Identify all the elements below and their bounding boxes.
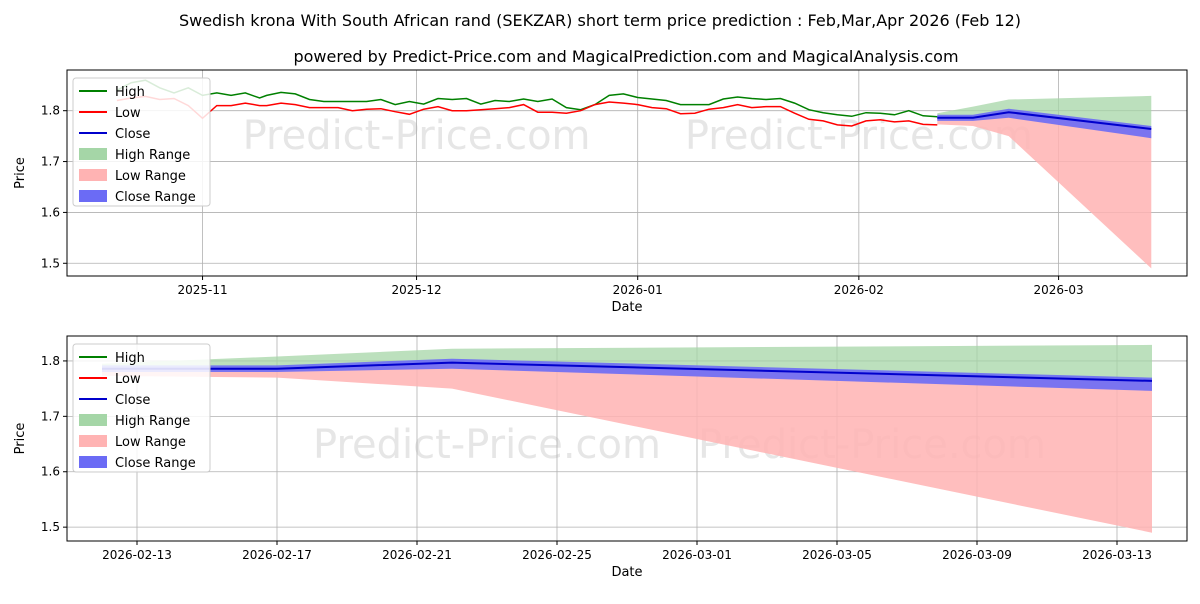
low-range-band (102, 362, 1152, 533)
x-tick-label: 2025-12 (391, 283, 441, 297)
y-tick-label: 1.5 (41, 520, 60, 534)
legend-box (72, 343, 211, 473)
x-axis: 2026-02-13 2026-02-17 2026-02-21 2026-02-25… (102, 541, 1152, 580)
plot-area (116, 79, 1152, 269)
x-axis-label: Date (611, 300, 642, 315)
x-tick-label: 2026-02-21 (382, 548, 452, 562)
x-tick-label: 2026-02-13 (102, 548, 172, 562)
legend-label: Low Range (115, 435, 186, 450)
y-tick-label: 1.7 (41, 409, 60, 423)
chart-subtitle: powered by Predict-Price.com and Magical… (293, 47, 958, 66)
legend-label: Close (115, 127, 150, 142)
x-tick-label: 2026-03-09 (942, 548, 1012, 562)
high-history-line (116, 79, 938, 118)
y-tick-label: 1.6 (41, 205, 60, 219)
close-range-band (937, 108, 1152, 139)
legend-label: Low (115, 106, 141, 121)
close-range-band (102, 358, 1152, 391)
x-tick-label: 2026-01 (613, 283, 663, 297)
legend-swatch (79, 414, 107, 426)
x-tick-label: 2026-03-05 (802, 548, 872, 562)
forecast-detail-chart: Predict-Price.comPredict-Price.com2026-0… (13, 335, 1188, 580)
y-tick-label: 1.8 (41, 354, 60, 368)
x-axis-label: Date (611, 565, 642, 580)
legend-label: Close (115, 393, 150, 408)
legend-box (72, 77, 211, 207)
x-tick-label: 2026-03 (1034, 283, 1084, 297)
y-tick-label: 1.7 (41, 155, 60, 169)
legend-label: High (115, 351, 145, 366)
chart-title: Swedish krona With South African rand (S… (179, 11, 1021, 30)
legend: High Low Close High Range Low Range Close Ran… (72, 77, 211, 207)
y-tick-label: 1.8 (41, 104, 60, 118)
x-tick-label: 2025-11 (177, 283, 227, 297)
overview-chart: Predict-Price.com Predict-Price.com2025-1… (13, 69, 1188, 315)
y-axis: 1.5 1.6 1.7 1.8 Price (13, 104, 67, 270)
plot-frame (66, 335, 1188, 542)
legend-label: High Range (115, 148, 190, 163)
watermark-text: Predict-Price.com (313, 422, 661, 468)
low-range-band (937, 112, 1152, 269)
y-tick-label: 1.6 (41, 465, 60, 479)
legend-label: High Range (115, 414, 190, 429)
y-axis: 1.5 1.6 1.7 1.8 Price (13, 354, 67, 534)
legend-label: Low Range (115, 169, 186, 184)
low-history-line (116, 95, 938, 127)
y-axis-label: Price (13, 157, 28, 189)
x-tick-label: 2026-02 (834, 283, 884, 297)
x-tick-label: 2026-03-13 (1082, 548, 1152, 562)
x-tick-label: 2026-02-25 (522, 548, 592, 562)
x-axis: 2025-11 2025-12 2026-01 2026-02 2026-03 Date (177, 276, 1084, 315)
legend-label: High (115, 85, 145, 100)
legend-label: Low (115, 372, 141, 387)
legend-swatch (79, 190, 107, 202)
close-forecast-line (937, 111, 1152, 130)
legend-swatch (79, 169, 107, 181)
y-axis-label: Price (13, 423, 28, 455)
x-tick-label: 2026-03-01 (662, 548, 732, 562)
legend-swatch (79, 435, 107, 447)
legend-swatch (79, 456, 107, 468)
legend-swatch (79, 148, 107, 160)
legend-label: Close Range (115, 456, 196, 471)
x-tick-label: 2026-02-17 (242, 548, 312, 562)
legend-label: Close Range (115, 190, 196, 205)
legend: High Low Close High Range Low Range Close Ran… (72, 343, 211, 473)
y-tick-label: 1.5 (41, 256, 60, 270)
plot-frame (66, 69, 1188, 277)
